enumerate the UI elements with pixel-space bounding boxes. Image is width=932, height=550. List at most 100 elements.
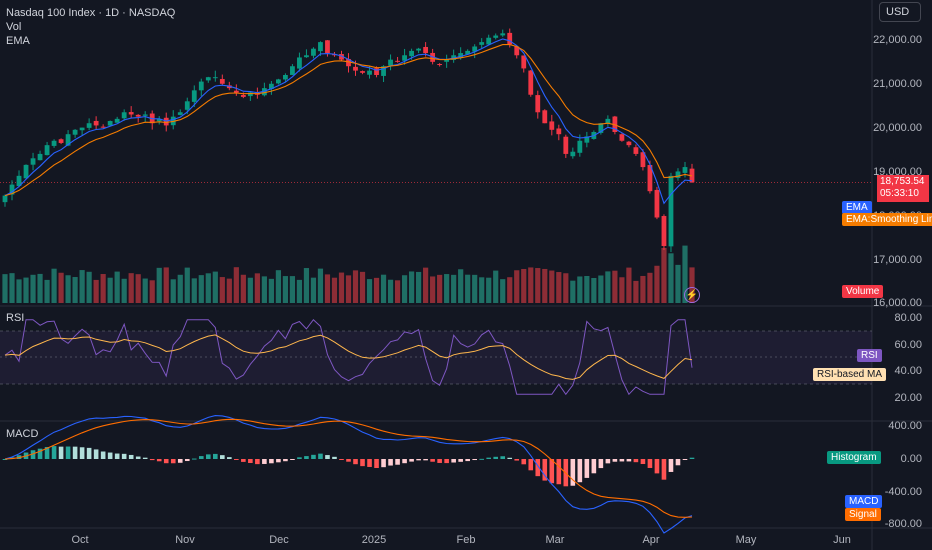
volume-bar: [633, 280, 639, 303]
volume-bar: [233, 267, 239, 303]
volume-bar: [451, 274, 457, 303]
rsi-tag: RSI: [857, 349, 882, 362]
volume-bar: [465, 274, 471, 303]
volume-bar: [205, 273, 211, 303]
candle-body: [668, 175, 674, 247]
currency-button[interactable]: USD: [879, 2, 921, 22]
candle-body: [577, 140, 583, 153]
volume-bar: [352, 270, 359, 303]
volume-bar: [416, 271, 422, 303]
candle-body: [346, 58, 351, 67]
ema-line: [4, 38, 693, 205]
candle-body: [584, 136, 590, 143]
ema-legend: EMA: [6, 35, 30, 47]
histogram-bar: [486, 457, 492, 459]
volume-bar: [359, 271, 366, 303]
candle-body: [198, 81, 204, 91]
price-axis-label: 17,000.00: [873, 254, 922, 266]
candle-body: [156, 118, 162, 122]
price-axis-label: 22,000.00: [873, 34, 922, 46]
candle-body: [402, 55, 407, 61]
ema-smoothing-line: [4, 44, 693, 197]
candle-body: [367, 70, 372, 75]
histogram-bar: [549, 459, 555, 484]
histogram-bar: [107, 452, 113, 459]
macd-axis-neg800: -800.00: [884, 518, 922, 530]
volume-bar: [149, 280, 155, 303]
histogram-bar: [521, 459, 527, 465]
candle-body: [549, 121, 555, 130]
volume-bar: [58, 272, 64, 303]
time-axis-label: May: [735, 534, 757, 546]
volume-bar: [605, 271, 611, 303]
volume-bar: [472, 274, 478, 303]
histogram-bar: [177, 459, 183, 463]
candle-body: [86, 123, 92, 128]
histogram-bar: [269, 459, 274, 464]
volume-bar: [366, 279, 373, 303]
histogram-bar: [65, 446, 71, 459]
candle-body: [325, 40, 330, 54]
volume-bar: [212, 271, 218, 303]
candle-body: [654, 189, 660, 218]
histogram-bar: [262, 459, 267, 464]
histogram-bar: [689, 457, 695, 459]
histogram-bar: [584, 459, 590, 478]
histogram-bar: [234, 459, 239, 460]
time-axis-label: Apr: [642, 534, 660, 546]
volume-bar: [619, 277, 625, 303]
candle-body: [58, 139, 64, 143]
volume-bar: [647, 272, 653, 303]
histogram-bar: [626, 459, 632, 462]
candle-body: [65, 134, 71, 146]
lightning-icon[interactable]: ⚡: [684, 287, 700, 303]
volume-bar: [30, 274, 36, 303]
histogram-bar: [416, 459, 421, 461]
histogram-bar: [472, 459, 477, 461]
volume-bar: [247, 277, 253, 303]
histogram-bar: [388, 459, 393, 466]
candle-body: [339, 54, 344, 60]
candle-body: [437, 64, 443, 66]
volume-bar: [303, 268, 310, 303]
histogram-bar: [339, 459, 344, 460]
volume-bar: [458, 269, 464, 303]
volume-bar: [37, 273, 43, 303]
symbol-title: Nasdaq 100 Index · 1D · NASDAQ: [6, 7, 176, 19]
histogram-bar: [205, 454, 211, 459]
candle-body: [542, 110, 548, 124]
volume-bar: [423, 267, 429, 303]
candle-body: [360, 71, 365, 73]
candle-body: [240, 94, 246, 97]
histogram-bar: [647, 459, 653, 468]
histogram-bar: [605, 459, 611, 464]
rsi-title: RSI: [6, 312, 25, 324]
time-axis-label: Dec: [269, 534, 289, 546]
histogram-bar: [227, 457, 232, 459]
histogram-bar: [654, 459, 660, 474]
histogram-bar: [332, 456, 337, 459]
volume-bar: [493, 270, 499, 303]
rsi-axis-40: 40.00: [894, 365, 922, 377]
candle-body: [135, 114, 141, 117]
histogram-bar: [570, 459, 576, 486]
histogram-bar: [367, 459, 372, 467]
volume-bar: [331, 277, 338, 303]
histogram-bar: [318, 453, 323, 459]
histogram-bar: [44, 447, 50, 459]
candle-body: [128, 112, 134, 115]
candle-body: [283, 75, 288, 80]
candle-body: [521, 55, 527, 69]
candle-body: [409, 50, 414, 57]
volume-bar: [444, 274, 450, 303]
volume-bar: [689, 267, 695, 303]
volume-bar: [191, 278, 197, 303]
volume-bar: [394, 280, 401, 303]
volume-bar: [500, 279, 506, 303]
time-axis-label: Mar: [545, 534, 565, 546]
histogram-bar: [346, 459, 351, 462]
histogram-bar: [528, 459, 534, 471]
price-axis-label: 21,000.00: [873, 78, 922, 90]
histogram-bar: [170, 459, 176, 464]
